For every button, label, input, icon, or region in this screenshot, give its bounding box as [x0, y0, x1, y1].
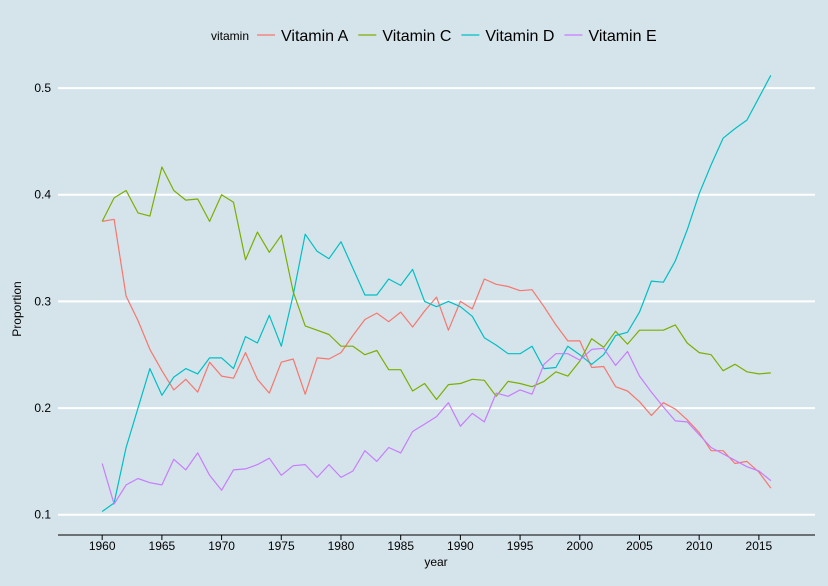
- series-line-vitamin-a: [102, 218, 772, 489]
- y-tick-label: 0.5: [34, 81, 51, 95]
- series-line-vitamin-c: [101, 166, 771, 401]
- x-tick-label: 1980: [328, 539, 355, 553]
- legend-label-vitamin-d: Vitamin D: [485, 28, 554, 45]
- legend-label-vitamin-c: Vitamin C: [382, 28, 451, 45]
- x-tick-label: 2010: [686, 539, 713, 553]
- series-lines: [101, 75, 772, 512]
- x-tick-label: 1995: [507, 539, 534, 553]
- y-tick-label: 0.4: [34, 188, 51, 202]
- x-tick-label: 2005: [626, 539, 653, 553]
- x-tick-label: 1990: [447, 539, 474, 553]
- y-tick-label: 0.2: [34, 401, 51, 415]
- x-tick-label: 2015: [746, 539, 773, 553]
- legend: vitamin Vitamin A Vitamin C Vitamin D Vitam…: [211, 28, 657, 45]
- series-line-vitamin-e: [101, 347, 772, 505]
- series-line-vitamin-d: [101, 75, 772, 512]
- x-tick-label: 2000: [566, 539, 593, 553]
- legend-title: vitamin: [211, 29, 249, 43]
- x-tick-label: 1965: [149, 539, 176, 553]
- gridlines: [58, 87, 815, 516]
- y-tick-label: 0.3: [34, 294, 51, 308]
- axes: 0.1 0.2 0.3 0.4 0.5 1960 1965 1970 1975 1980 1985 1…: [34, 81, 815, 553]
- x-axis-title: year: [424, 555, 447, 569]
- legend-label-vitamin-a: Vitamin A: [281, 28, 349, 45]
- x-tick-label: 1960: [89, 539, 116, 553]
- x-tick-label: 1985: [387, 539, 414, 553]
- x-tick-label: 1970: [208, 539, 235, 553]
- x-tick-label: 1975: [268, 539, 295, 553]
- legend-label-vitamin-e: Vitamin E: [588, 28, 656, 45]
- y-tick-label: 0.1: [34, 508, 51, 522]
- y-axis-title: Proportion: [10, 281, 24, 336]
